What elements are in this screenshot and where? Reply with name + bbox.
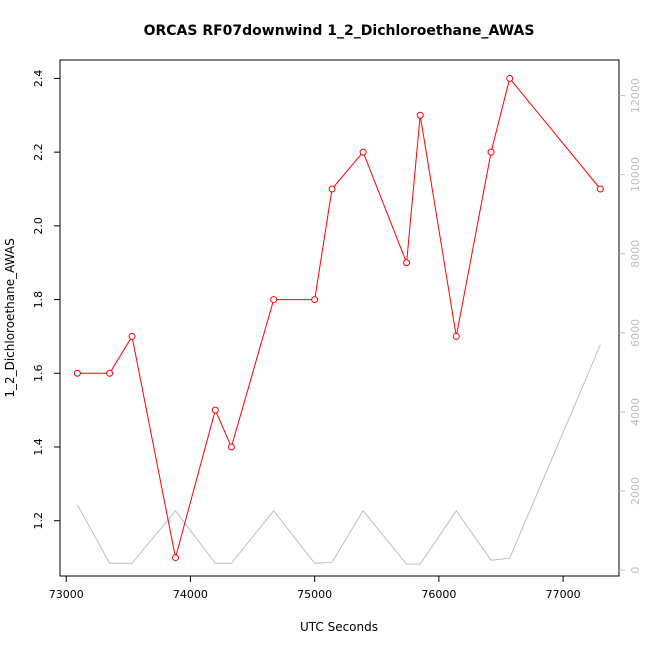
y-axis: 1.2 1.4 1.6 1.8 2.0 2.2 2.4 xyxy=(32,70,60,530)
data-point xyxy=(452,332,460,340)
x-tick-label: 75000 xyxy=(297,588,332,601)
y2-tick-label: 8000 xyxy=(629,240,642,268)
secondary-series-line xyxy=(76,344,601,565)
data-point xyxy=(128,332,136,340)
data-point xyxy=(403,259,411,267)
secondary-y-axis: 0 2000 4000 6000 8000 10000 12000 xyxy=(619,78,642,574)
y-tick-label: 2.4 xyxy=(32,70,45,88)
x-tick-label: 76000 xyxy=(421,588,456,601)
data-point xyxy=(311,296,319,304)
y2-tick-label: 2000 xyxy=(629,477,642,505)
y-tick-label: 1.4 xyxy=(32,438,45,456)
series-line xyxy=(77,77,601,558)
data-point xyxy=(596,185,604,193)
x-tick-label: 73000 xyxy=(49,588,84,601)
data-point xyxy=(270,296,278,304)
y-axis-label: 1_2_Dichloroethane_AWAS xyxy=(3,238,17,397)
y-tick-label: 2.2 xyxy=(32,143,45,161)
y2-tick-label: 12000 xyxy=(629,78,642,113)
data-point xyxy=(359,148,367,156)
data-point xyxy=(328,185,336,193)
y2-tick-label: 6000 xyxy=(629,319,642,347)
y2-tick-label: 4000 xyxy=(629,398,642,426)
y-tick-label: 1.2 xyxy=(32,512,45,530)
data-point xyxy=(506,74,514,82)
x-tick-label: 77000 xyxy=(546,588,581,601)
x-tick-label: 74000 xyxy=(173,588,208,601)
data-point xyxy=(172,554,180,562)
data-point xyxy=(487,148,495,156)
data-point xyxy=(211,406,219,414)
data-point xyxy=(227,443,235,451)
y-tick-label: 2.0 xyxy=(32,217,45,235)
plot-frame xyxy=(59,59,620,577)
x-axis: 73000 74000 75000 76000 77000 xyxy=(49,576,581,601)
y2-tick-label: 0 xyxy=(629,567,642,574)
y-tick-label: 1.6 xyxy=(32,365,45,383)
series-layer xyxy=(73,74,604,565)
chart-title: ORCAS RF07downwind 1_2_Dichloroethane_AW… xyxy=(144,23,535,39)
data-point xyxy=(416,111,424,119)
x-axis-label: UTC Seconds xyxy=(300,620,378,634)
y-tick-label: 1.8 xyxy=(32,291,45,309)
y2-tick-label: 10000 xyxy=(629,157,642,192)
data-point xyxy=(106,369,114,377)
data-point xyxy=(73,369,81,377)
